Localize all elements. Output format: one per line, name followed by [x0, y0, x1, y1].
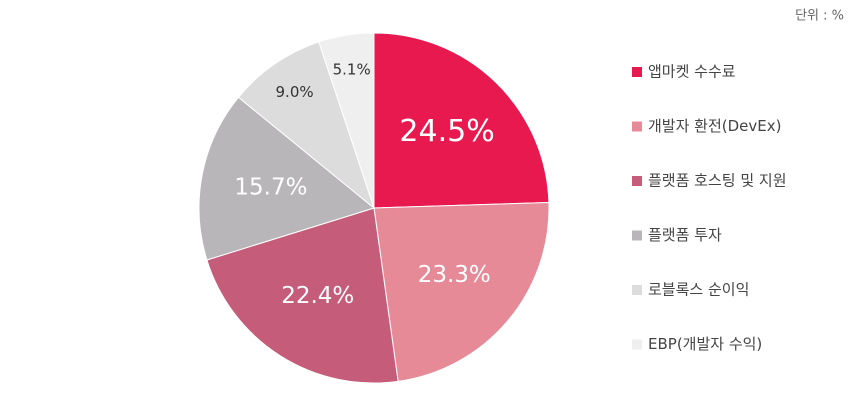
unit-note: 단위 : %	[795, 9, 844, 24]
slice-label: 22.4%	[281, 283, 354, 309]
pie-slice	[198, 96, 376, 261]
legend-label: 앱마켓 수수료	[648, 63, 736, 81]
legend-label: 개발자 환전(DevEx)	[648, 117, 781, 135]
legend-label: EBP(개발자 수익)	[648, 335, 762, 353]
slice-label: 9.0%	[276, 83, 314, 101]
slice-label: 15.7%	[234, 175, 307, 201]
pie-slice	[206, 207, 399, 384]
legend-label: 플랫폼 투자	[648, 226, 722, 244]
slice-label: 23.3%	[418, 262, 491, 288]
slice-label: 24.5%	[399, 114, 494, 149]
legend-swatch	[632, 67, 642, 77]
pie-slice	[373, 32, 550, 209]
legend-label: 로블록스 순이익	[648, 281, 749, 299]
pie-slice	[318, 32, 375, 209]
legend-label: 플랫폼 호스팅 및 지원	[648, 172, 787, 190]
pie-slice	[373, 201, 550, 382]
pie-slice	[237, 41, 376, 210]
legend-swatch	[632, 230, 642, 241]
legend-swatch	[632, 285, 642, 295]
legend-swatch	[632, 121, 642, 132]
legend-swatch	[632, 339, 642, 350]
slice-label: 5.1%	[333, 60, 371, 78]
legend-swatch	[632, 176, 642, 186]
